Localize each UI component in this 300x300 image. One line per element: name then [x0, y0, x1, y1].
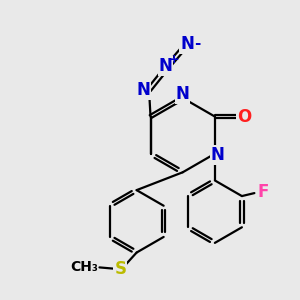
Text: S: S — [114, 260, 126, 278]
Text: N: N — [211, 146, 225, 164]
Text: +: + — [169, 53, 180, 66]
Text: F: F — [257, 183, 269, 201]
Text: O: O — [237, 108, 251, 126]
Text: N: N — [158, 57, 172, 75]
Text: N: N — [137, 81, 151, 99]
Text: N: N — [180, 35, 194, 53]
Text: N: N — [176, 85, 190, 103]
Text: -: - — [194, 36, 200, 51]
Text: CH₃: CH₃ — [70, 260, 98, 274]
